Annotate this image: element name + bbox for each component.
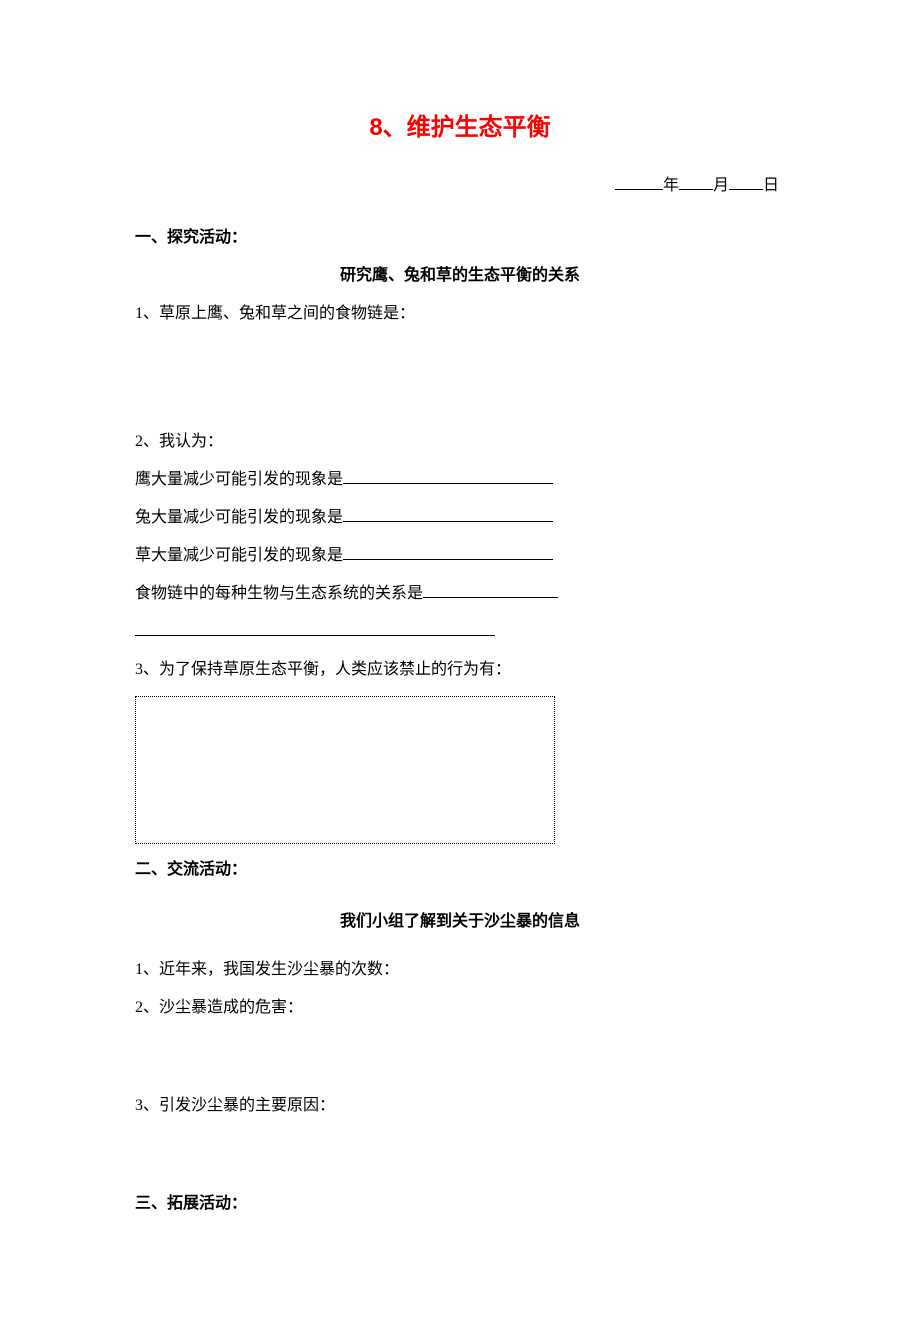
s1-q2-text-1: 兔大量减少可能引发的现象是 [135,509,343,526]
year-blank[interactable] [615,189,663,190]
fill-blank[interactable] [135,620,495,636]
s1-q2-line-0: 鹰大量减少可能引发的现象是 [135,468,785,492]
answer-space-3[interactable] [135,1132,785,1192]
s1-q2-text-3: 食物链中的每种生物与生态系统的关系是 [135,585,423,602]
section-1-subtitle: 研究鹰、兔和草的生态平衡的关系 [135,264,785,288]
answer-box[interactable] [135,696,555,844]
s2-q2: 2、沙尘暴造成的危害： [135,996,785,1020]
year-label: 年 [663,177,679,194]
fill-blank[interactable] [343,544,553,560]
s1-q2-text-2: 草大量减少可能引发的现象是 [135,547,343,564]
s2-q3: 3、引发沙尘暴的主要原因： [135,1094,785,1118]
s1-q2-line-1: 兔大量减少可能引发的现象是 [135,506,785,530]
s1-q2-line-extra [135,620,785,644]
fill-blank[interactable] [343,468,553,484]
fill-blank[interactable] [343,506,553,522]
section-1-heading: 一、探究活动： [135,226,785,250]
s2-q1: 1、近年来，我国发生沙尘暴的次数： [135,958,785,982]
month-label: 月 [713,177,729,194]
page-title: 8、维护生态平衡 [135,110,785,146]
answer-space-2[interactable] [135,1034,785,1094]
section-2-heading: 二、交流活动： [135,858,785,882]
s1-q2-line-3: 食物链中的每种生物与生态系统的关系是 [135,582,785,606]
s1-q2-line-2: 草大量减少可能引发的现象是 [135,544,785,568]
worksheet-page: 8、维护生态平衡 年 月 日 一、探究活动： 研究鹰、兔和草的生态平衡的关系 1、草… [0,0,920,1330]
date-line: 年月日 [135,174,785,198]
section-3-heading: 三、拓展活动： [135,1192,785,1216]
answer-space-1[interactable] [135,340,785,430]
s1-q1: 1、草原上鹰、兔和草之间的食物链是： [135,302,785,326]
day-label: 日 [763,177,779,194]
s1-q2-text-0: 鹰大量减少可能引发的现象是 [135,471,343,488]
month-blank[interactable] [679,189,713,190]
fill-blank[interactable] [423,582,558,598]
s1-q2-head: 2、我认为： [135,430,785,454]
day-blank[interactable] [729,189,763,190]
section-2-subtitle: 我们小组了解到关于沙尘暴的信息 [135,910,785,934]
s1-q3: 3、为了保持草原生态平衡，人类应该禁止的行为有： [135,658,785,682]
